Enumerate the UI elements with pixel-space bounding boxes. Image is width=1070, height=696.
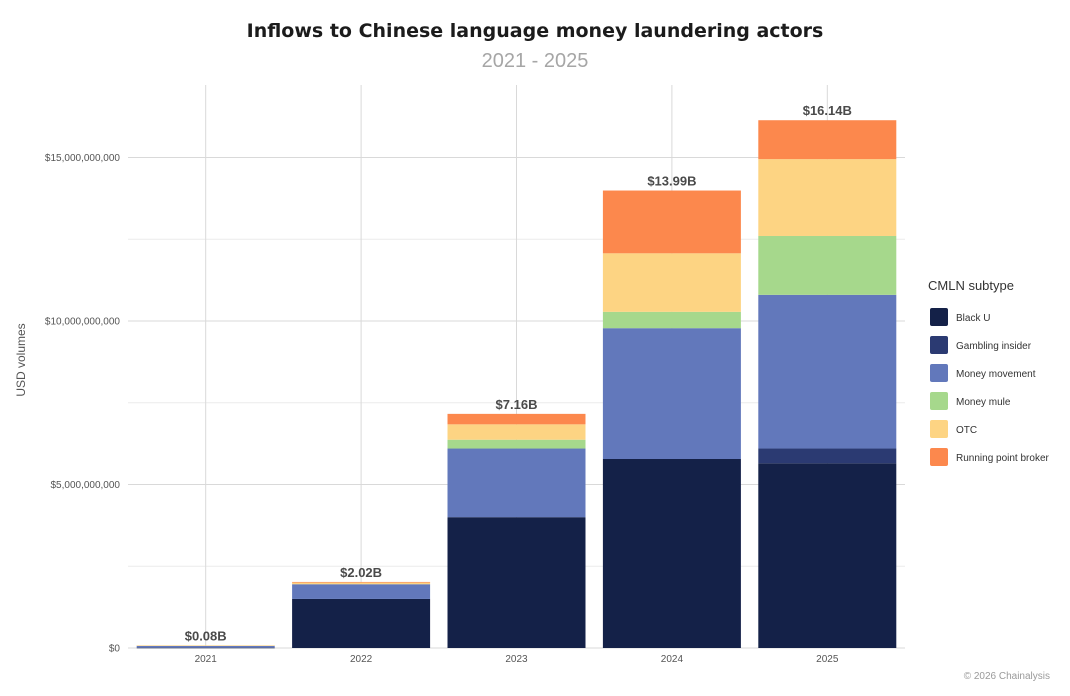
bar-total-label: $16.14B <box>803 103 852 118</box>
y-tick-label: $5,000,000,000 <box>50 480 120 491</box>
bar-segment <box>758 235 897 295</box>
bar-segment <box>447 413 586 425</box>
bar-segment <box>447 439 586 449</box>
bar-segment <box>447 517 586 648</box>
bar-total-labels: $0.08B $2.02B $7.16B $13.99B $16.14B <box>185 103 852 643</box>
x-tick-label: 2024 <box>661 654 684 665</box>
legend-swatch <box>930 392 948 410</box>
bar-segment <box>292 598 431 648</box>
bar-segment <box>602 458 741 648</box>
bar-stacks <box>136 120 897 649</box>
legend-label: Black U <box>956 313 990 324</box>
chart-subtitle: 2021 - 2025 <box>482 50 589 72</box>
bar-segment <box>758 448 897 464</box>
legend-label: Money movement <box>956 369 1036 380</box>
x-axis-ticks: 2021 2022 2023 2024 2025 <box>195 654 839 665</box>
x-tick-label: 2025 <box>816 654 839 665</box>
legend-swatch <box>930 448 948 466</box>
bar-segment <box>602 190 741 254</box>
bar-segment <box>758 120 897 160</box>
y-axis-ticks: $0 $5,000,000,000 $10,000,000,000 $15,000,0… <box>45 153 121 655</box>
bar-segment <box>292 581 431 583</box>
bar-segment <box>292 582 431 585</box>
bar-segment <box>602 253 741 312</box>
legend-label: OTC <box>956 425 977 436</box>
bar-segment <box>602 328 741 459</box>
bar-segment <box>292 584 431 599</box>
bar-segment <box>447 424 586 440</box>
x-tick-label: 2022 <box>350 654 373 665</box>
bar-segment <box>758 159 897 236</box>
bar-total-label: $2.02B <box>340 565 382 580</box>
legend-title: CMLN subtype <box>928 278 1014 293</box>
x-tick-label: 2021 <box>195 654 218 665</box>
copyright-footer: © 2026 Chainalysis <box>964 671 1050 682</box>
legend-swatch <box>930 364 948 382</box>
y-tick-label: $15,000,000,000 <box>45 153 121 164</box>
y-tick-label: $10,000,000,000 <box>45 317 121 328</box>
bar-segment <box>602 311 741 329</box>
bar-segment <box>136 645 275 646</box>
legend-items: Black U Gambling insider Money movement Mon… <box>930 308 1050 466</box>
legend-swatch <box>930 308 948 326</box>
legend-label: Money mule <box>956 397 1011 408</box>
bar-total-label: $7.16B <box>496 397 538 412</box>
bar-segment <box>136 647 275 649</box>
bar-segment <box>447 448 586 518</box>
legend-label: Gambling insider <box>956 341 1032 352</box>
legend-swatch <box>930 336 948 354</box>
legend-swatch <box>930 420 948 438</box>
x-tick-label: 2023 <box>505 654 528 665</box>
y-axis-label: USD volumes <box>14 323 28 396</box>
bar-total-label: $13.99B <box>647 174 696 189</box>
chart-title: Inflows to Chinese language money launde… <box>247 20 824 42</box>
legend-label: Running point broker <box>956 453 1050 464</box>
bar-segment <box>758 294 897 449</box>
legend: CMLN subtype Black U Gambling insider Mone… <box>928 278 1050 466</box>
bar-segment <box>136 645 275 648</box>
bar-segment <box>758 463 897 648</box>
y-tick-label: $0 <box>109 644 121 655</box>
bar-total-label: $0.08B <box>185 628 227 643</box>
